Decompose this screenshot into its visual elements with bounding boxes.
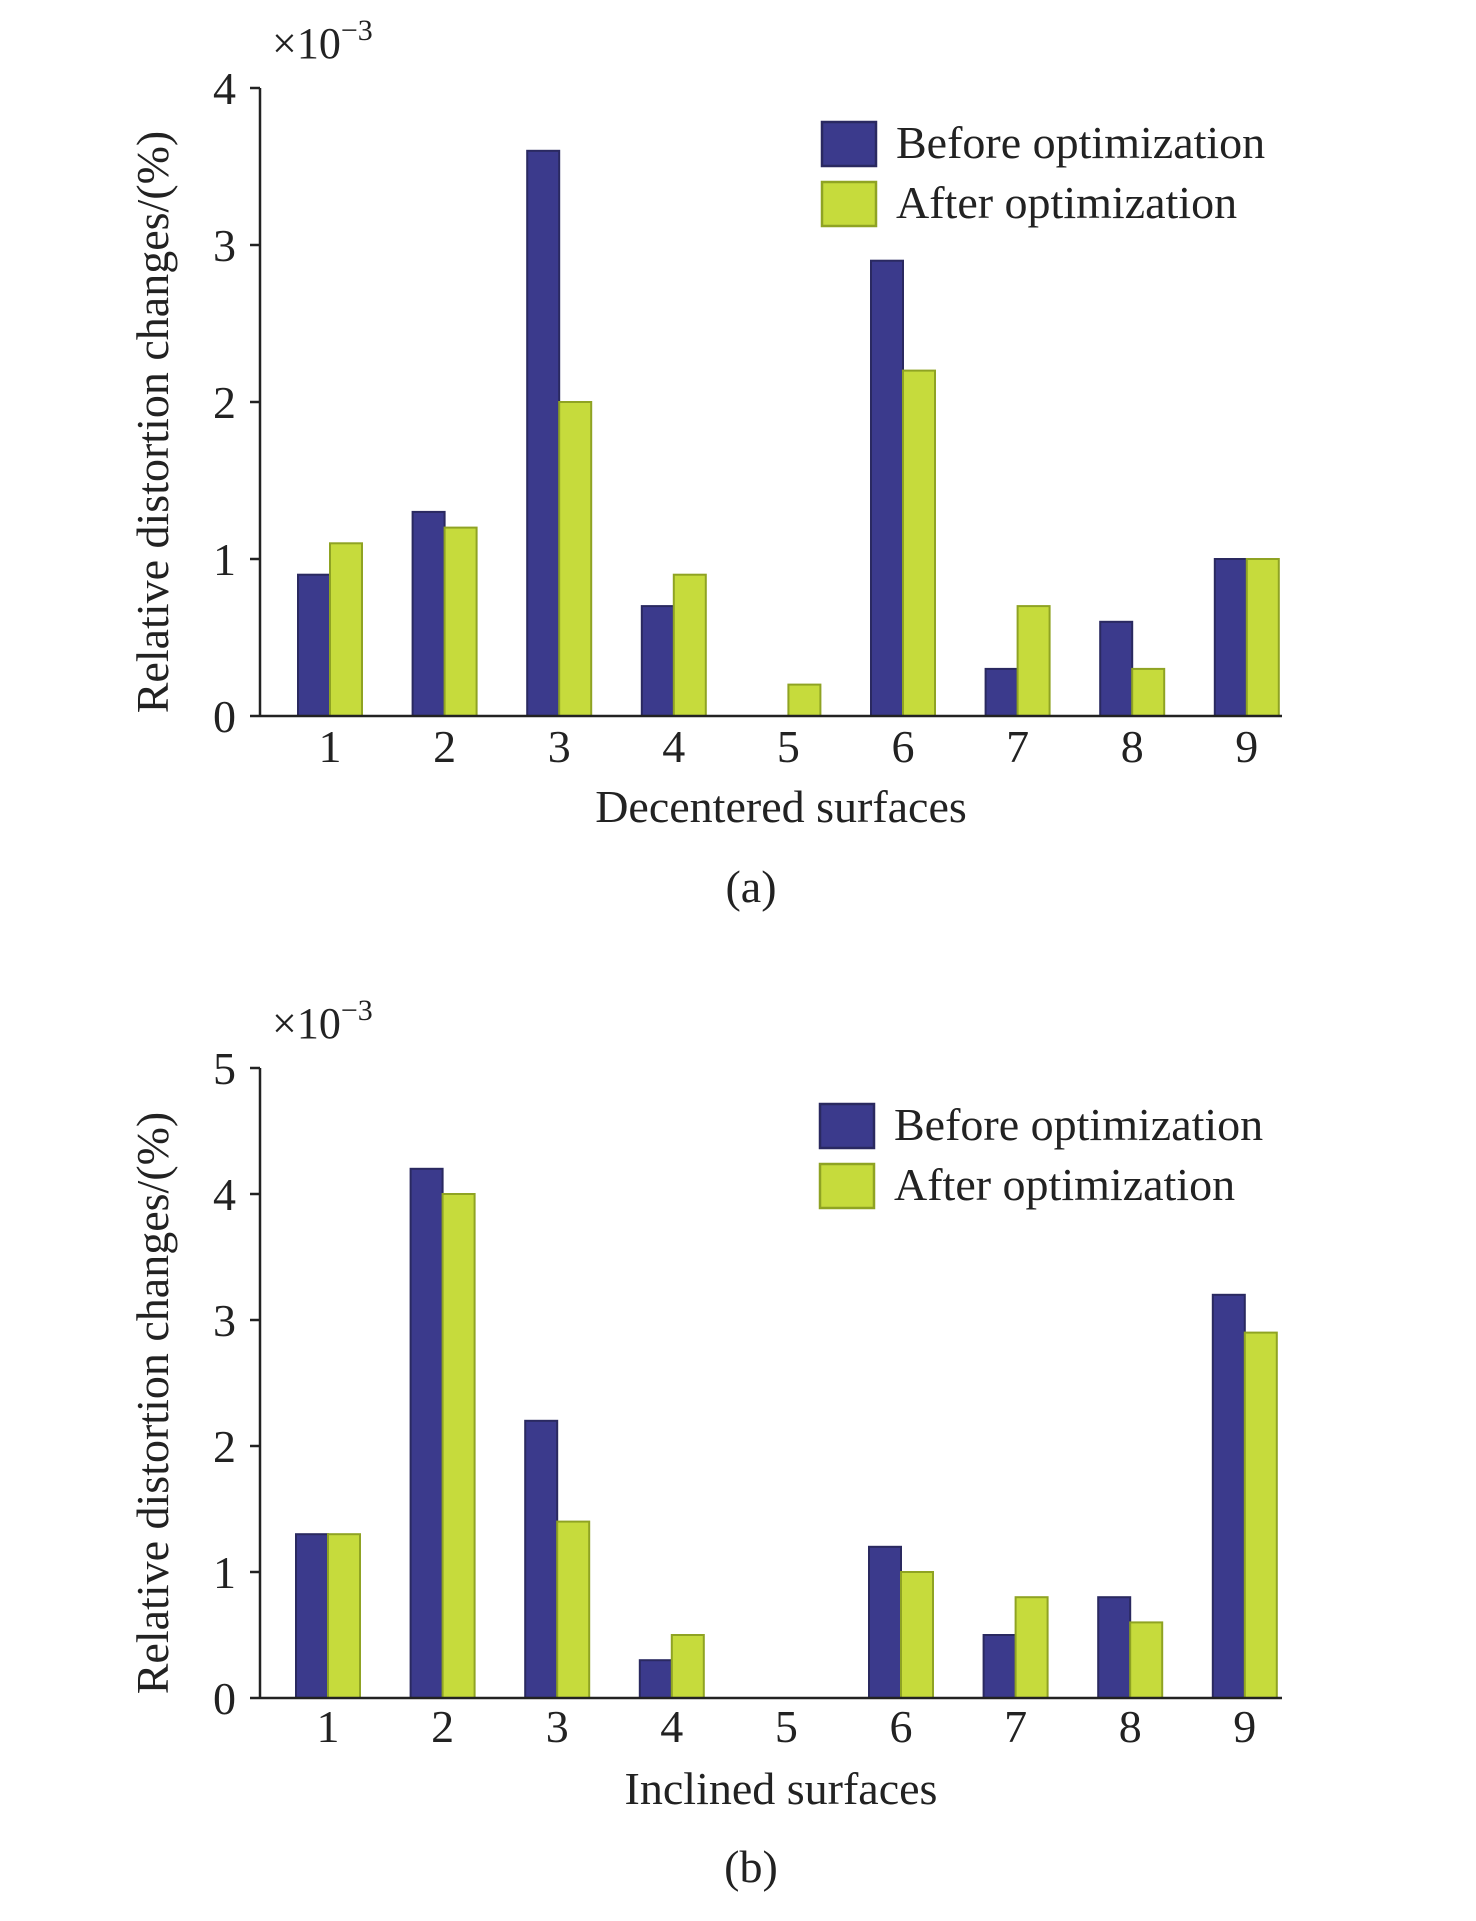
bar-after-4 [670, 1634, 705, 1699]
bar-after-1 [329, 542, 363, 717]
x-axis-label: Inclined surfaces [625, 1763, 938, 1814]
bar-before-8 [1099, 620, 1134, 717]
y-tick-label: 0 [213, 1673, 236, 1724]
x-tick-label: 3 [548, 721, 571, 772]
bar-after-3 [556, 1520, 591, 1699]
bar-after-9 [1243, 1331, 1278, 1699]
bar-before-2 [411, 510, 446, 717]
y-axis-label: Relative distortion changes/(%) [127, 1112, 178, 1695]
bar-before-7 [982, 1634, 1017, 1699]
x-tick-label: 5 [777, 721, 800, 772]
bar-after-6 [900, 1571, 934, 1699]
panel-label: (a) [725, 861, 776, 912]
legend-swatch-after [818, 1162, 876, 1210]
x-tick-label: 3 [546, 1701, 569, 1752]
bar-before-1 [295, 1533, 329, 1699]
x-tick-label: 9 [1235, 721, 1258, 772]
bar-before-2 [409, 1167, 444, 1700]
axis-multiplier: ×10−3 [272, 994, 373, 1048]
legend: Before optimization After optimization [818, 1099, 1263, 1210]
legend: Before optimization After optimization [820, 117, 1265, 228]
bar-after-7 [1016, 605, 1051, 717]
y-tick-label: 3 [213, 220, 236, 271]
x-tick-label: 6 [892, 721, 915, 772]
y-tick-label: 4 [213, 1169, 236, 1220]
x-tick-label: 8 [1121, 721, 1144, 772]
bar-before-7 [984, 667, 1019, 718]
y-tick-label: 2 [213, 377, 236, 428]
bar-after-2 [443, 526, 478, 717]
bar-after-9 [1245, 558, 1280, 717]
x-tick-label: 1 [319, 721, 342, 772]
x-tick-label: 2 [431, 1701, 454, 1752]
y-tick-label: 4 [213, 63, 236, 114]
x-tick-label: 2 [433, 721, 456, 772]
legend-label-after: After optimization [894, 1159, 1235, 1210]
bar-after-7 [1014, 1596, 1049, 1699]
bar-after-2 [441, 1193, 476, 1699]
x-tick-label: 4 [662, 721, 685, 772]
bar-before-6 [868, 1545, 902, 1700]
bar-before-1 [297, 573, 331, 718]
x-tick-label: 4 [660, 1701, 683, 1752]
axis-multiplier: ×10−3 [272, 14, 373, 68]
x-tick-label: 1 [317, 1701, 340, 1752]
bar-before-3 [524, 1419, 559, 1700]
x-tick-label: 7 [1006, 721, 1029, 772]
legend-label-before: Before optimization [894, 1099, 1263, 1150]
chart-panel-b: 0 1 2 3 4 5 1 2 3 4 5 6 7 8 9 ×10−3 Relative distortion … [127, 994, 1282, 1892]
bar-after-8 [1129, 1621, 1164, 1700]
x-axis-label: Decentered surfaces [595, 781, 967, 832]
bar-before-3 [526, 149, 561, 718]
bar-after-3 [558, 401, 593, 717]
bar-before-8 [1097, 1596, 1132, 1699]
legend-swatch-before [818, 1102, 876, 1150]
bar-before-4 [638, 1659, 673, 1699]
y-tick-label: 0 [213, 691, 236, 742]
y-tick-label: 2 [213, 1421, 236, 1472]
bar-after-4 [672, 573, 707, 718]
x-tick-label: 9 [1233, 1701, 1256, 1752]
x-tick-label: 8 [1119, 1701, 1142, 1752]
bar-after-8 [1131, 667, 1166, 718]
y-axis-label: Relative distortion changes/(%) [127, 131, 178, 714]
bar-before-6 [870, 259, 904, 717]
bar-after-1 [327, 1533, 361, 1699]
bar-after-6 [902, 369, 936, 717]
bar-after-5 [787, 683, 822, 717]
panel-label: (b) [724, 1841, 778, 1892]
x-tick-label: 6 [890, 1701, 913, 1752]
y-tick-label: 5 [213, 1043, 236, 1094]
x-tick-label: 5 [775, 1701, 798, 1752]
legend-swatch-before [820, 120, 878, 168]
y-tick-label: 1 [213, 534, 236, 585]
bar-before-9 [1211, 1293, 1246, 1700]
y-tick-label: 1 [213, 1547, 236, 1598]
chart-panel-a: 0 1 2 3 4 1 2 3 4 5 6 7 8 9 ×10−3 Relative distortion c… [127, 14, 1282, 912]
bar-before-9 [1213, 558, 1248, 717]
bar-before-4 [640, 605, 675, 717]
x-tick-label: 7 [1004, 1701, 1027, 1752]
legend-label-before: Before optimization [896, 117, 1265, 168]
y-tick-label: 3 [213, 1295, 236, 1346]
legend-label-after: After optimization [896, 177, 1237, 228]
legend-swatch-after [820, 180, 878, 228]
